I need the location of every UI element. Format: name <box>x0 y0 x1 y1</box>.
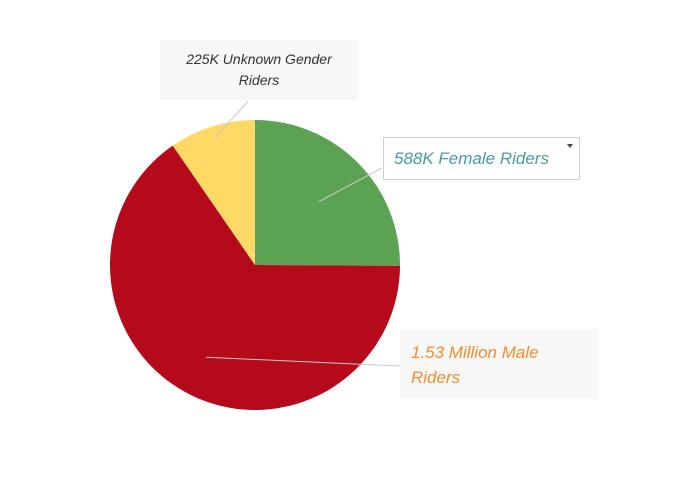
female-callout[interactable]: 588K Female Riders <box>383 137 580 180</box>
leader-line-female <box>318 167 383 203</box>
pie-slice-female[interactable] <box>255 120 401 266</box>
pie-slice-unknown-gender[interactable] <box>172 120 255 265</box>
dropdown-arrow-icon[interactable] <box>567 144 573 148</box>
male-label-line2: Riders <box>411 368 461 387</box>
female-label: 588K Female Riders <box>394 149 549 168</box>
leader-lines <box>206 100 401 367</box>
leader-line-unknown-gender <box>214 100 249 138</box>
unknown-gender-label-line1: 225K Unknown Gender <box>186 51 332 67</box>
unknown-gender-label-line2: Riders <box>238 72 280 88</box>
male-label-line1: 1.53 Million Male <box>411 343 539 362</box>
unknown-gender-callout[interactable]: 225K Unknown Gender Riders <box>160 40 358 100</box>
pie-slice-male[interactable] <box>110 145 400 411</box>
pie-slices <box>110 120 401 411</box>
leader-line-male <box>206 356 401 367</box>
male-callout[interactable]: 1.53 Million Male Riders <box>400 329 598 399</box>
